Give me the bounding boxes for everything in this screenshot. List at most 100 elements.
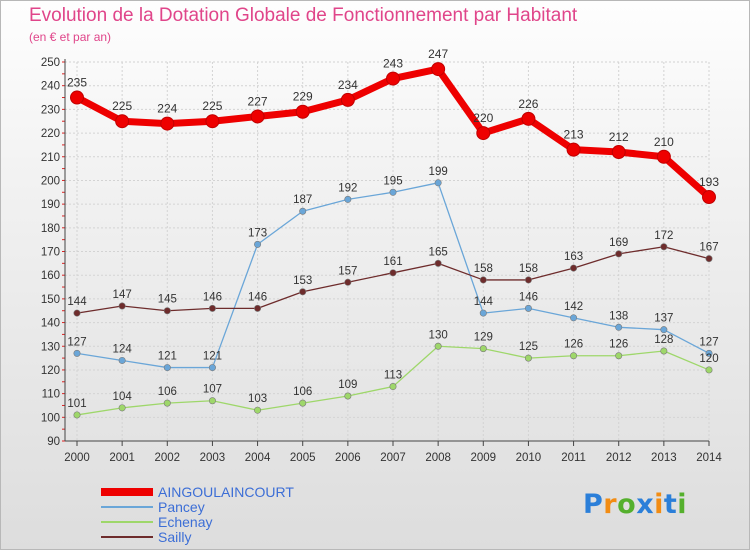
- data-point: [389, 188, 397, 196]
- data-label: 173: [248, 227, 267, 239]
- data-label: 187: [293, 194, 312, 206]
- data-label: 130: [429, 329, 448, 341]
- data-point: [250, 109, 265, 124]
- logo-letter: x: [636, 489, 655, 520]
- data-point: [254, 240, 262, 248]
- data-point: [115, 114, 130, 129]
- data-label: 161: [383, 256, 402, 268]
- data-label: 225: [202, 99, 222, 113]
- data-point: [295, 104, 310, 119]
- data-point: [208, 304, 216, 312]
- data-label: 193: [699, 175, 719, 189]
- data-label: 107: [203, 384, 222, 396]
- data-label: 212: [609, 130, 629, 144]
- data-label: 192: [338, 182, 357, 194]
- y-tick-label: 120: [41, 365, 60, 377]
- x-tick-label: 2012: [606, 452, 632, 464]
- data-label: 126: [609, 339, 628, 351]
- x-tick-label: 2013: [651, 452, 677, 464]
- y-tick-label: 200: [41, 175, 60, 187]
- data-label: 113: [384, 370, 402, 382]
- data-point: [118, 302, 126, 310]
- data-point: [566, 142, 581, 157]
- data-label: 127: [67, 336, 86, 348]
- data-point: [524, 276, 532, 284]
- data-label: 213: [564, 128, 584, 142]
- y-tick-label: 110: [42, 389, 60, 401]
- x-tick-label: 2002: [154, 452, 180, 464]
- data-point: [570, 352, 578, 360]
- data-point: [389, 383, 397, 391]
- data-point: [479, 345, 487, 353]
- data-label: 146: [248, 291, 267, 303]
- data-label: 103: [248, 393, 267, 405]
- data-label: 227: [248, 94, 268, 108]
- x-tick-label: 2007: [380, 452, 406, 464]
- data-label: 243: [383, 57, 403, 71]
- logo-letter: r: [603, 489, 618, 520]
- data-point: [705, 366, 713, 374]
- legend-item: Echenay: [101, 515, 361, 530]
- x-tick-label: 2006: [335, 452, 361, 464]
- logo-letter: i: [654, 489, 664, 520]
- data-point: [163, 364, 171, 372]
- data-label: 224: [157, 102, 177, 116]
- data-point: [163, 399, 171, 407]
- data-label: 121: [203, 351, 222, 363]
- data-label: 146: [203, 291, 222, 303]
- data-point: [208, 397, 216, 405]
- data-point: [660, 326, 668, 334]
- data-point: [73, 309, 81, 317]
- data-label: 163: [564, 251, 583, 263]
- data-point: [389, 269, 397, 277]
- x-tick-label: 2000: [64, 452, 90, 464]
- data-label: 234: [338, 78, 358, 92]
- legend-label: AINGOULAINCOURT: [158, 484, 294, 500]
- data-point: [434, 259, 442, 267]
- data-label: 146: [519, 291, 538, 303]
- y-tick-label: 250: [41, 57, 60, 69]
- y-tick-label: 90: [47, 436, 60, 448]
- y-tick-label: 220: [41, 128, 60, 140]
- legend-item: Sailly: [101, 530, 361, 545]
- legend-swatch: [101, 488, 153, 496]
- data-point: [611, 145, 626, 160]
- y-tick-label: 160: [41, 270, 60, 282]
- data-point: [340, 92, 355, 107]
- legend-item: AINGOULAINCOURT: [101, 485, 361, 500]
- y-tick-label: 240: [41, 81, 60, 93]
- legend-item: Pancey: [101, 500, 361, 515]
- data-label: 210: [654, 135, 674, 149]
- data-point: [208, 364, 216, 372]
- logo-letter: t: [663, 489, 678, 520]
- data-point: [660, 347, 668, 355]
- data-label: 126: [564, 339, 583, 351]
- data-point: [205, 114, 220, 129]
- legend-swatch: [101, 536, 153, 538]
- legend: AINGOULAINCOURT Pancey Echenay Sailly: [101, 485, 361, 545]
- logo-letter: P: [583, 489, 604, 520]
- y-tick-label: 180: [41, 223, 60, 235]
- x-tick-label: 2010: [516, 452, 542, 464]
- legend-label: Echenay: [158, 514, 213, 530]
- data-label: 235: [67, 76, 87, 90]
- y-tick-label: 210: [41, 152, 60, 164]
- data-label: 125: [519, 341, 538, 353]
- data-point: [434, 179, 442, 187]
- data-point: [476, 126, 491, 141]
- data-point: [299, 207, 307, 215]
- y-tick-label: 140: [41, 318, 60, 330]
- data-label: 128: [654, 334, 673, 346]
- data-point: [73, 349, 81, 357]
- x-tick-label: 2004: [245, 452, 271, 464]
- data-point: [344, 278, 352, 286]
- data-label: 129: [474, 332, 493, 344]
- data-point: [705, 349, 713, 357]
- chart-subtitle: (en € et par an): [29, 30, 112, 44]
- data-point: [705, 255, 713, 263]
- data-label: 226: [518, 97, 538, 111]
- data-label: 169: [609, 237, 628, 249]
- legend-swatch: [101, 521, 153, 523]
